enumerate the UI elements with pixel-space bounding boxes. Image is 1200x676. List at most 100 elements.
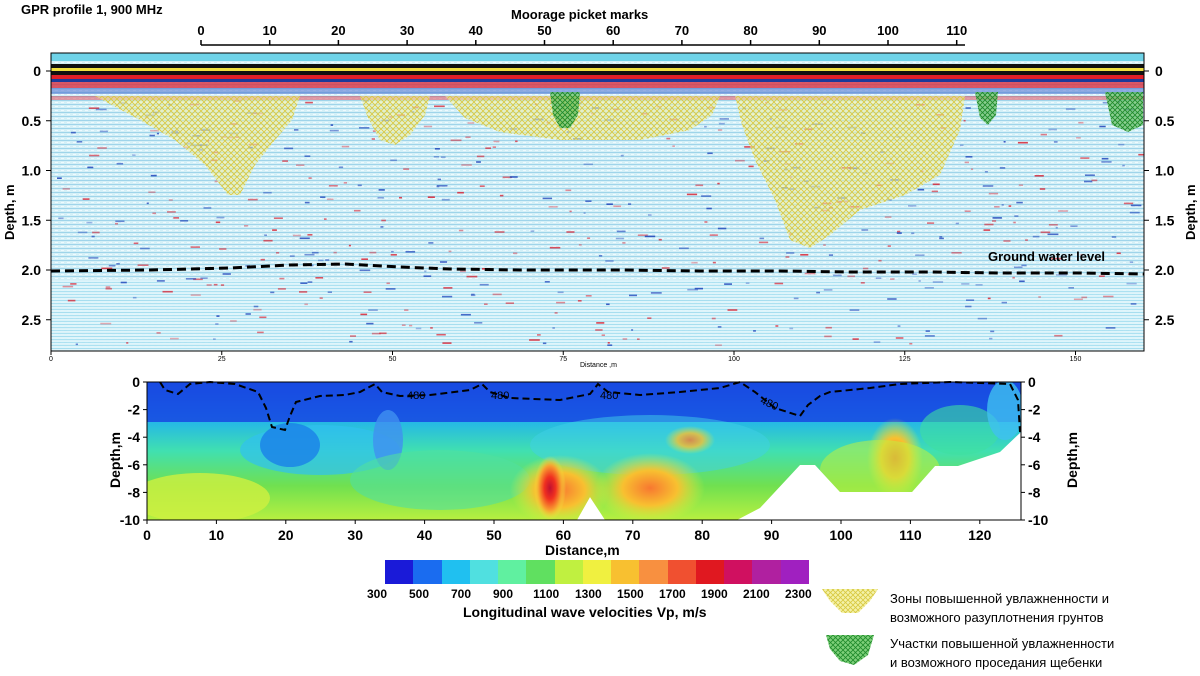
contour-label: 480 [600, 390, 619, 402]
gpr-right-axis-label: Depth, m [1183, 184, 1198, 240]
vp-y-ticks: 0 0 -2 -2 -4 -4 -6 -6 -8 -8 -10 -10 [120, 374, 1049, 528]
depth-tick-label-right: 2.0 [1155, 262, 1175, 278]
contour-label: 480 [491, 390, 510, 402]
colorbar-tick-label: 1300 [574, 587, 602, 601]
colorbar-swatch [611, 560, 640, 584]
vp-x-tick-label: 100 [829, 527, 853, 543]
contour-label: 480 [407, 390, 426, 402]
bottom-tick-label: 125 [899, 356, 911, 363]
vp-x-tick-label: 10 [209, 527, 225, 543]
legend-item-gravel-zones: Участки повышенной увлажненности и возмо… [890, 634, 1114, 672]
colorbar-swatch [385, 560, 414, 584]
colorbar-swatch [639, 560, 668, 584]
gravel-zone [1105, 92, 1143, 132]
top-tick-label: 90 [812, 23, 826, 38]
colorbar-tick-label: 300 [366, 587, 388, 601]
top-tick-label: 110 [946, 23, 967, 38]
vp-x-ticks: 0 10 20 30 40 50 60 70 80 90 100 110 120 [143, 520, 992, 543]
legend-text: и возможного проседания щебенки [890, 655, 1103, 670]
top-tick-label: 60 [606, 23, 620, 38]
bottom-tick-label: 100 [728, 356, 740, 363]
legend-text: возможного разуплотнения грунтов [890, 610, 1104, 625]
colorbar-tick-label: 2100 [742, 587, 770, 601]
bottom-tick-label: 75 [559, 356, 567, 363]
depth-tick-label-right: 2.5 [1155, 312, 1175, 328]
colorbar-swatch [469, 560, 499, 584]
bottom-tick-label: 50 [389, 356, 397, 363]
vp-x-tick-label: 60 [556, 527, 572, 543]
vp-x-tick-label: 120 [968, 527, 992, 543]
top-tick-label: 40 [469, 23, 483, 38]
gravel-zone [975, 92, 998, 125]
depth-tick-label-right: 1.0 [1155, 163, 1175, 179]
colorbar-swatch [526, 560, 555, 584]
colorbar-swatch [582, 560, 612, 584]
vp-x-tick-label: 90 [764, 527, 780, 543]
wet-zone [95, 96, 300, 195]
vp-y-tick-label-right: -2 [1028, 402, 1041, 418]
yellow-hatch-icon [822, 589, 878, 613]
vp-x-tick-label: 0 [143, 527, 151, 543]
colorbar-swatch [441, 560, 470, 584]
vp-y-tick-label-left: 0 [132, 374, 140, 390]
depth-tick-label-left: 1.0 [22, 163, 42, 179]
gpr-title: GPR profile 1, 900 MHz [21, 2, 163, 17]
depth-tick-label-right: 0.5 [1155, 113, 1175, 129]
legend-text: Зоны повышенной увлажненности и [890, 591, 1110, 606]
vp-right-axis-label: Depth,m [1064, 432, 1080, 488]
colorbar-label: Longitudinal wave velocities Vp, m/s [463, 604, 707, 620]
vp-x-tick-label: 80 [694, 527, 710, 543]
vp-x-tick-label: 70 [625, 527, 641, 543]
colorbar-swatch [695, 560, 725, 584]
top-tick-label: 10 [262, 23, 276, 38]
legend-item-wet-zones: Зоны повышенной увлажненности и возможно… [890, 589, 1109, 627]
colorbar [385, 560, 809, 584]
colorbar-swatch [667, 560, 696, 584]
vp-y-tick-label-right: -8 [1028, 484, 1041, 500]
vp-x-tick-label: 50 [486, 527, 502, 543]
depth-tick-label-left: 2.5 [22, 312, 42, 328]
bottom-axis-ticks: 0 25 50 75 100 125 150 [49, 351, 1081, 363]
vp-x-tick-label: 110 [899, 527, 922, 543]
vp-x-tick-label: 20 [278, 527, 294, 543]
gravel-zone [550, 92, 580, 128]
vp-section-chart: 0 10 20 30 40 50 60 70 80 90 100 110 120 0 0 -2 -2 -4 -4 -… [120, 374, 1049, 543]
bottom-tick-label: 150 [1070, 356, 1082, 363]
depth-tick-label-left: 1.5 [22, 212, 42, 228]
top-axis-title: Moorage picket marks [511, 7, 649, 22]
colorbar-swatch [554, 560, 583, 584]
top-tick-label: 100 [877, 23, 899, 38]
wet-zone [445, 96, 720, 140]
vp-y-tick-label-right: -6 [1028, 457, 1041, 473]
depth-axis-ticks: 0 0 0.5 0.5 1.0 1.0 1.5 1.5 2.0 2.0 2.5 2.5 [22, 63, 1175, 328]
top-tick-label: 50 [537, 23, 551, 38]
vp-x-tick-label: 40 [417, 527, 433, 543]
vp-y-tick-label-right: 0 [1028, 374, 1036, 390]
colorbar-tick-label: 500 [408, 587, 430, 601]
colorbar-tick-label: 1700 [658, 587, 686, 601]
vp-y-tick-label-left: -2 [128, 402, 141, 418]
colorbar-tick-label: 2300 [784, 587, 812, 601]
colorbar-tick-label: 700 [450, 587, 472, 601]
colorbar-tick-label: 1500 [616, 587, 644, 601]
vp-y-tick-label-right: -4 [1028, 429, 1041, 445]
wet-zone [360, 96, 430, 145]
contour-480 [159, 380, 1021, 433]
legend-text: Участки повышенной увлажненности [890, 636, 1115, 651]
top-tick-label: 30 [400, 23, 414, 38]
depth-tick-label-left: 0.5 [22, 113, 42, 129]
groundwater-line [50, 262, 1145, 276]
colorbar-swatch [413, 560, 442, 584]
colorbar-ticks: 300 500 700 900 1100 1300 1500 1700 1900 2100 2300 [365, 587, 835, 603]
legend-icons [822, 589, 878, 665]
top-tick-label: 0 [197, 23, 204, 38]
colorbar-swatch [780, 560, 809, 584]
green-hatch-icon [826, 635, 874, 665]
depth-tick-label-right: 0 [1155, 63, 1163, 79]
vp-x-tick-label: 30 [347, 527, 363, 543]
depth-tick-label-left: 2.0 [22, 262, 42, 278]
top-tick-label: 80 [743, 23, 757, 38]
wet-zone [735, 96, 965, 248]
vp-y-tick-label-left: -4 [128, 429, 141, 445]
bottom-tick-label: 0 [49, 356, 53, 363]
